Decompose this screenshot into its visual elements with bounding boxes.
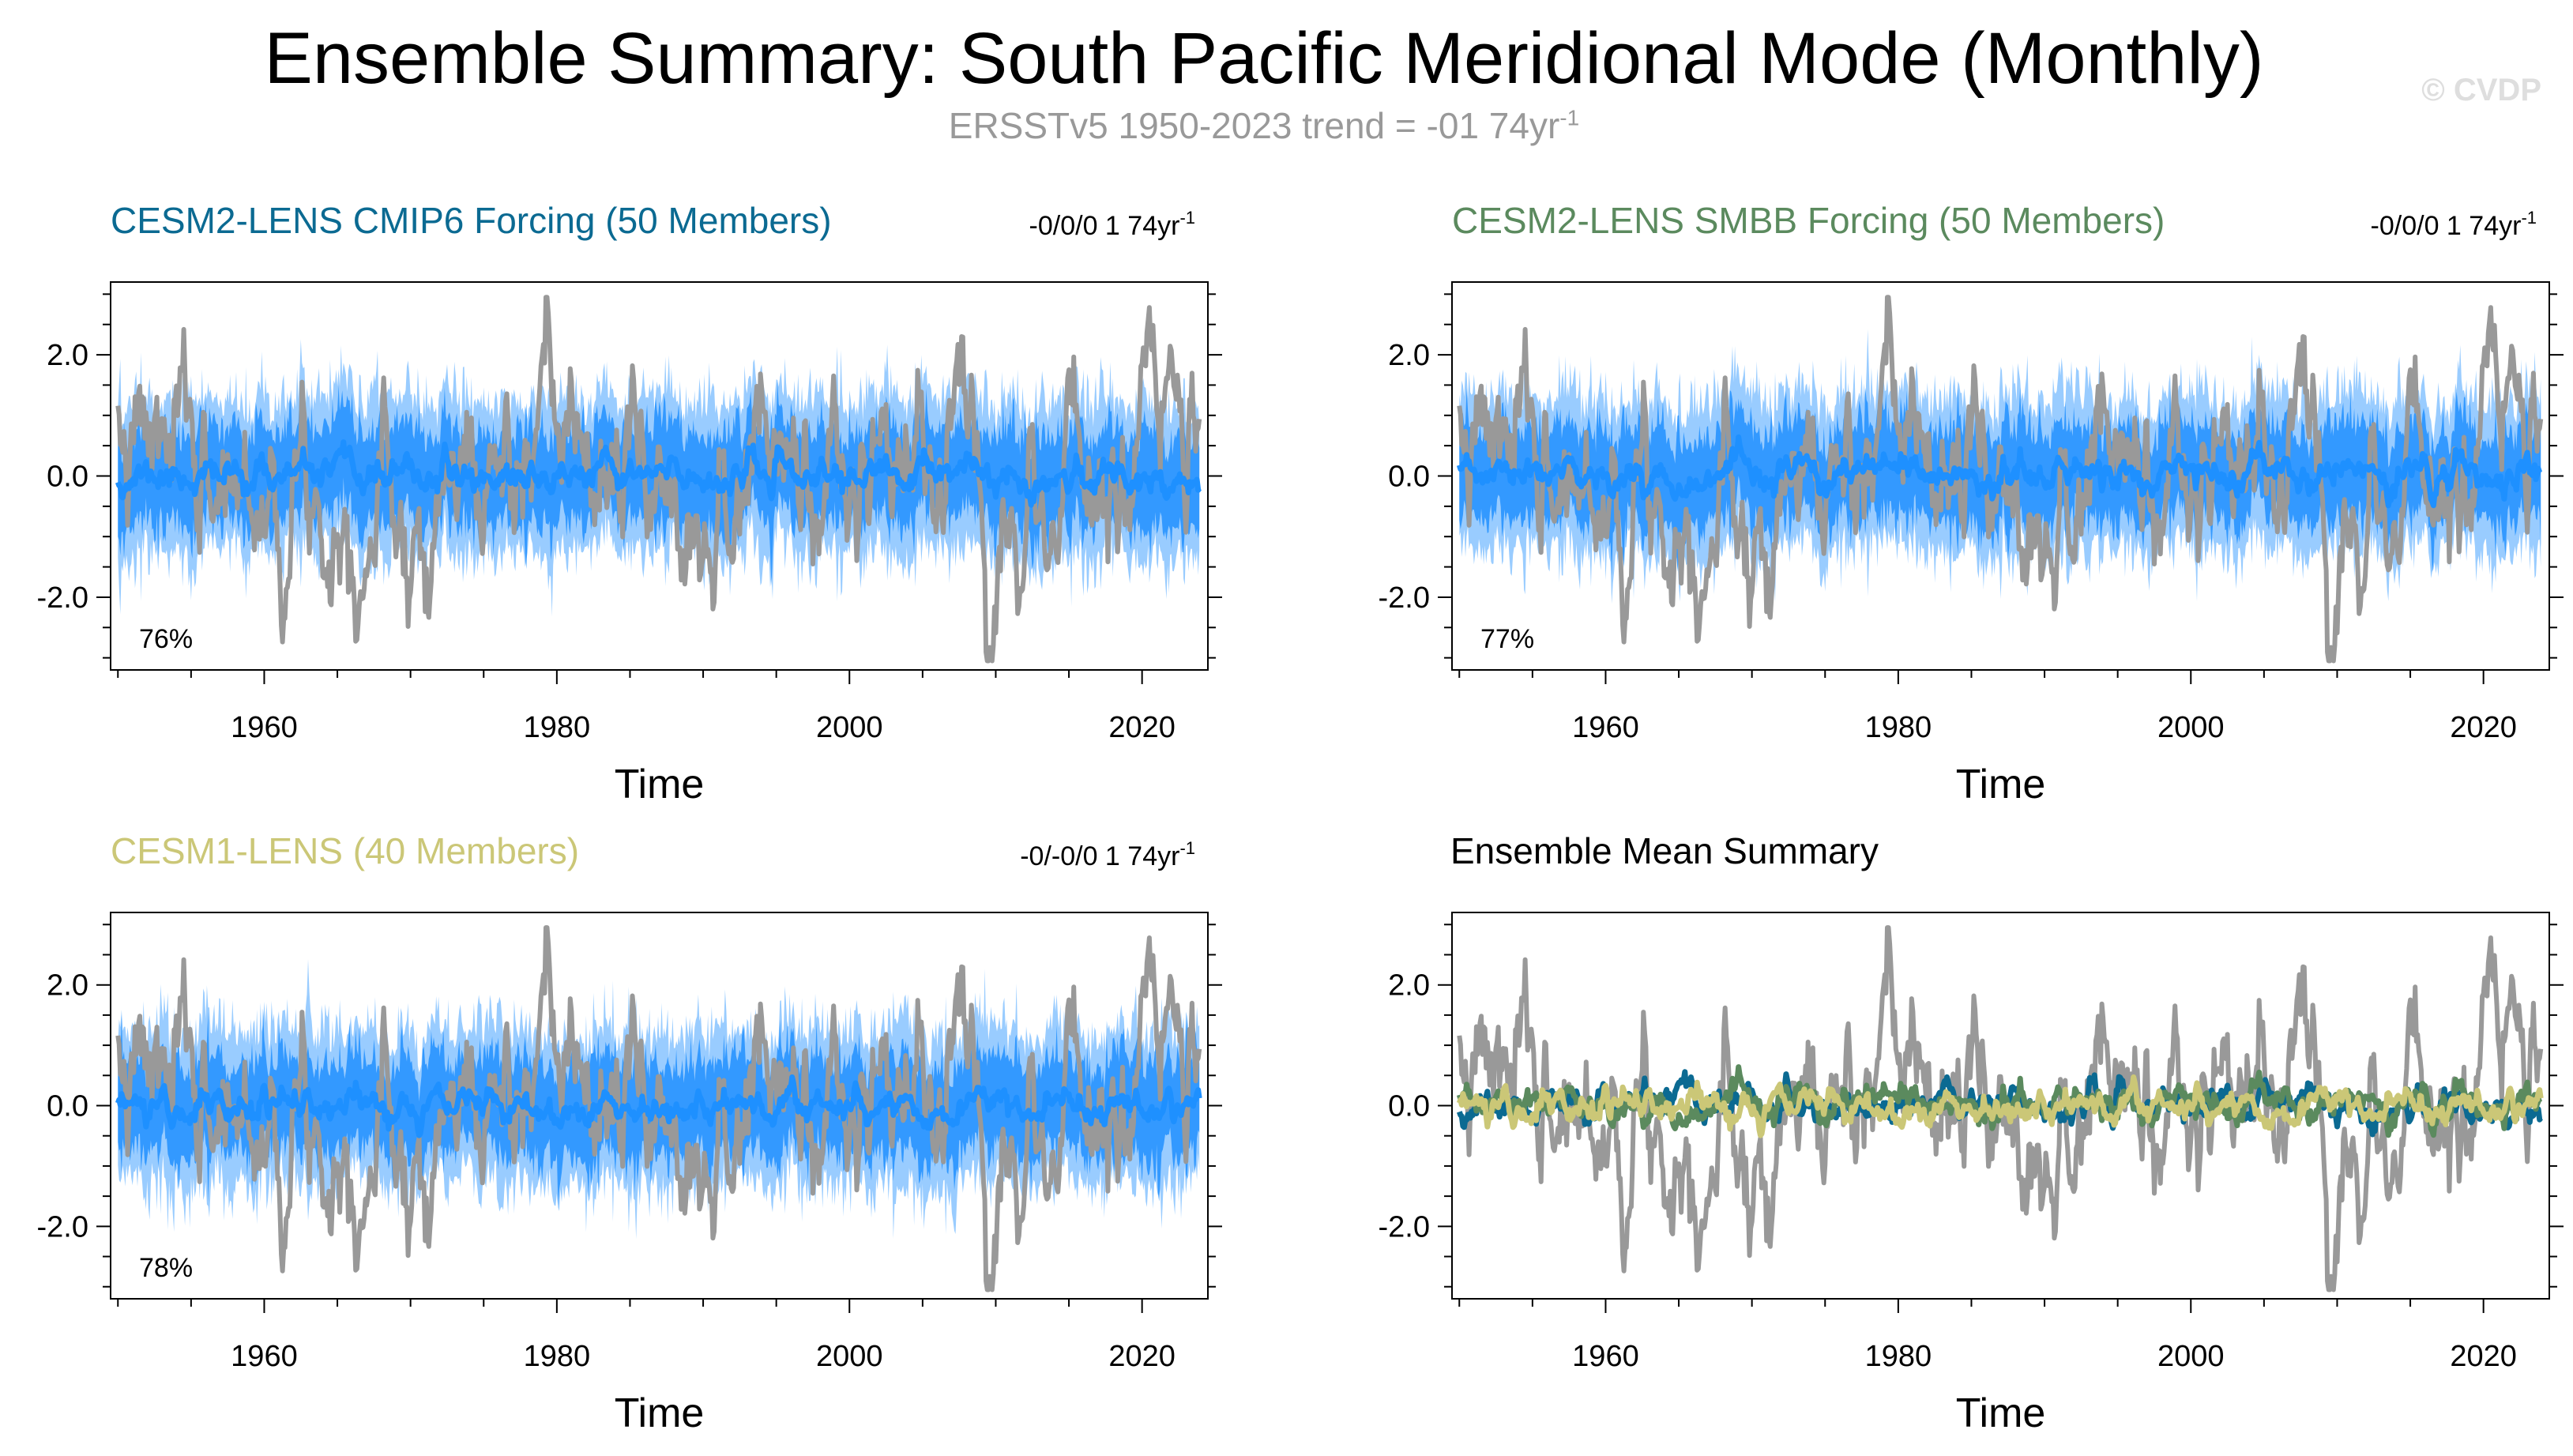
y-tick-label: -2.0 <box>37 581 88 615</box>
panel-title: Ensemble Mean Summary <box>1450 830 1879 871</box>
y-tick-label: -2.0 <box>1379 1210 1430 1243</box>
x-tick-label: 1960 <box>231 1340 298 1373</box>
x-tick-label: 1960 <box>1572 1340 1639 1373</box>
panel-title: CESM2-LENS SMBB Forcing (50 Members) <box>1452 200 2165 241</box>
plot-area <box>1456 295 2544 664</box>
cesm1-mean-line <box>1456 1074 2544 1138</box>
ensemble-mean-line <box>115 1074 1202 1138</box>
x-tick-label: 2020 <box>2450 711 2517 744</box>
percent-label: 77% <box>1480 624 1534 654</box>
trend-label: -0/0/0 1 74yr-1 <box>2371 208 2537 241</box>
observed-line <box>1457 295 2544 664</box>
x-tick-label: 1960 <box>231 711 298 744</box>
y-tick-label: 2.0 <box>47 969 88 1003</box>
x-tick-label: 1980 <box>1865 711 1932 744</box>
x-tick-label: 2020 <box>2450 1340 2517 1373</box>
plot-area <box>115 295 1202 664</box>
x-tick-label: 2000 <box>2157 1340 2225 1373</box>
panel-title: CESM1-LENS (40 Members) <box>111 830 579 871</box>
trend-exponent: -1 <box>2521 208 2537 228</box>
x-axis-title: Time <box>1956 1390 2046 1436</box>
panel-cesm1: -2.0 0.0 2.0 1960 1980 2000 2020 Time CESM1-LENS… <box>37 830 1222 1436</box>
y-tick-label: -2.0 <box>1379 581 1430 615</box>
panel-summary: -2.0 0.0 2.0 1960 1980 2000 2020 Time Ensemble M… <box>1379 830 2564 1436</box>
y-tick-label: 2.0 <box>47 339 88 372</box>
y-tick-label: 2.0 <box>1388 969 1430 1003</box>
panel-cmip6: -2.0 0.0 2.0 1960 1980 2000 2020 Time CESM2-LENS… <box>37 200 1222 807</box>
subtitle-text: ERSSTv5 1950-2023 trend = -01 74yr <box>948 105 1560 146</box>
ensemble-mean-line <box>115 439 1202 508</box>
trend-value: -0/0/0 1 74yr <box>2371 211 2522 241</box>
x-tick-label: 1980 <box>1865 1340 1932 1373</box>
trend-exponent: -1 <box>1179 208 1195 228</box>
plot-area <box>115 925 1202 1292</box>
observed-line <box>115 925 1202 1292</box>
x-tick-label: 2020 <box>1108 711 1176 744</box>
trend-exponent: -1 <box>1179 838 1195 858</box>
x-tick-label: 1960 <box>1572 711 1639 744</box>
x-tick-label: 2020 <box>1108 1340 1176 1373</box>
plot-area <box>1456 925 2544 1292</box>
main-title: Ensemble Summary: South Pacific Meridion… <box>264 18 2264 99</box>
trend-label: -0/-0/0 1 74yr-1 <box>1020 838 1195 871</box>
y-tick-label: 0.0 <box>47 1090 88 1123</box>
x-tick-label: 2000 <box>816 711 883 744</box>
subtitle: ERSSTv5 1950-2023 trend = -01 74yr-1 <box>0 104 2528 147</box>
y-tick-label: 0.0 <box>1388 461 1430 494</box>
y-tick-label: 0.0 <box>1388 1090 1430 1123</box>
x-tick-label: 2000 <box>2157 711 2225 744</box>
x-tick-label: 2000 <box>816 1340 883 1373</box>
trend-value: -0/0/0 1 74yr <box>1029 211 1180 241</box>
y-tick-label: 2.0 <box>1388 339 1430 372</box>
percent-label: 78% <box>139 1253 193 1283</box>
trend-value: -0/-0/0 1 74yr <box>1020 841 1179 871</box>
percent-label: 76% <box>139 624 193 654</box>
watermark-label: © CVDP <box>2421 73 2541 107</box>
x-axis-title: Time <box>615 1390 705 1436</box>
panel-smbb: -2.0 0.0 2.0 1960 1980 2000 2020 Time CESM2-LENS… <box>1379 200 2564 807</box>
y-tick-label: -2.0 <box>37 1210 88 1243</box>
ensemble-mean-line <box>1456 434 2543 509</box>
y-tick-label: 0.0 <box>47 461 88 494</box>
panel-title: CESM2-LENS CMIP6 Forcing (50 Members) <box>111 200 832 241</box>
x-axis-title: Time <box>1956 762 2046 807</box>
x-axis-title: Time <box>615 762 705 807</box>
trend-label: -0/0/0 1 74yr-1 <box>1029 208 1195 241</box>
x-tick-label: 1980 <box>524 711 591 744</box>
subtitle-exponent: -1 <box>1559 105 1580 130</box>
x-tick-label: 1980 <box>524 1340 591 1373</box>
